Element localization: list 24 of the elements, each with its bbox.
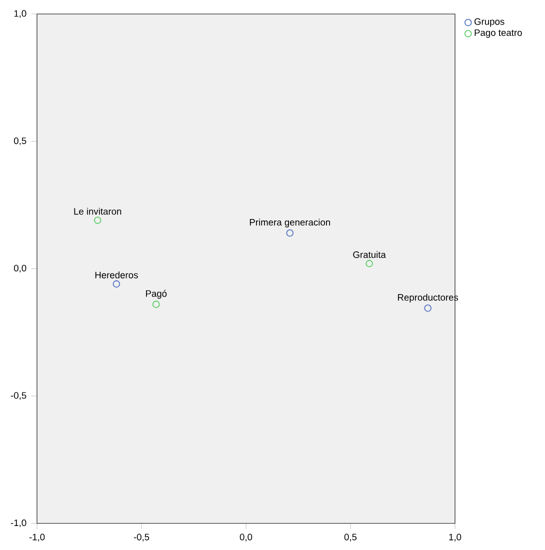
annotation: Pagó — [146, 290, 166, 299]
point — [365, 260, 373, 268]
annotation: Gratuita — [353, 251, 386, 258]
point — [286, 229, 294, 237]
annotation: Herederos — [95, 272, 138, 278]
x-tick-label: 0,0 — [240, 534, 252, 542]
x-tick-label: -0,5 — [134, 534, 149, 542]
y-tick-label: -0,5 — [10, 392, 26, 400]
y-tick-label: -1,0 — [10, 519, 26, 528]
x-tick-label: 1,0 — [449, 534, 461, 542]
y-tick-label: 0,0 — [14, 264, 26, 273]
point — [94, 216, 102, 224]
y-tick-label: 1,0 — [14, 10, 26, 18]
annotation: Primera generacion — [250, 218, 330, 228]
legend-label: Grupos — [474, 18, 504, 27]
annotation: Le invitaron — [74, 208, 121, 215]
annotation: Reproductores — [398, 294, 458, 303]
point — [152, 300, 160, 308]
x-tick-label: 0,5 — [344, 534, 356, 542]
y-tick-label: 0,5 — [14, 137, 26, 146]
point — [424, 304, 432, 312]
x-tick-label: -1,0 — [29, 534, 45, 542]
legend-label: Pago teatro — [474, 29, 522, 38]
point — [112, 280, 120, 288]
